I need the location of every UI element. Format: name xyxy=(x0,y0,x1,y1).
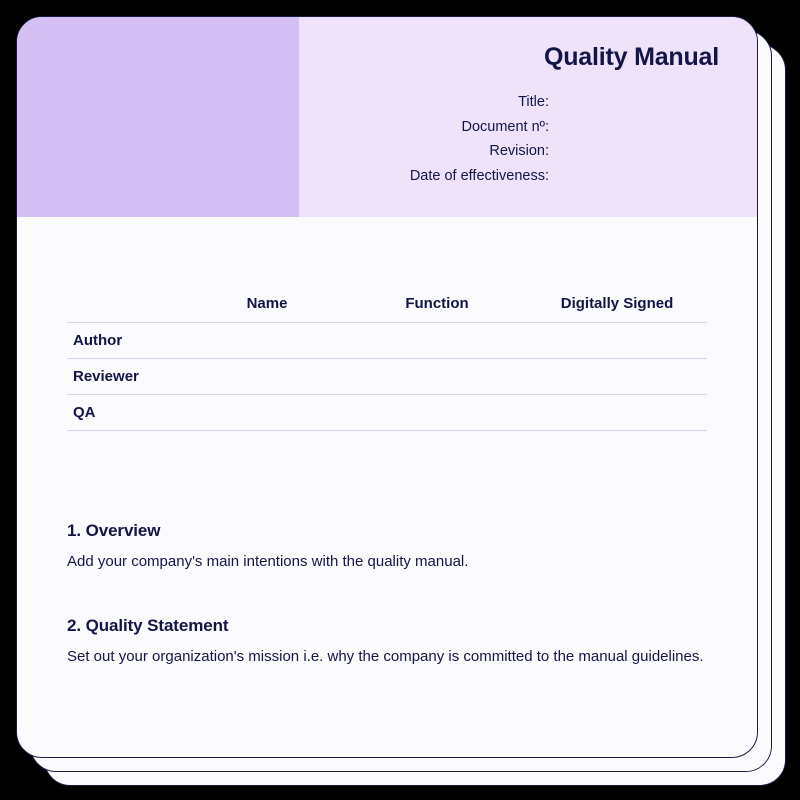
section-heading: 2. Quality Statement xyxy=(67,616,707,636)
signoff-table: Name Function Digitally Signed Author Re… xyxy=(67,287,707,431)
role-cell-reviewer: Reviewer xyxy=(67,359,187,395)
role-cell-qa: QA xyxy=(67,395,187,431)
role-cell-author: Author xyxy=(67,323,187,359)
table-header-function: Function xyxy=(347,287,527,323)
document-title: Quality Manual xyxy=(319,43,719,72)
section-quality-statement: 2. Quality Statement Set out your organi… xyxy=(67,616,707,669)
document-page: Quality Manual Title: Document nº: Revis… xyxy=(16,16,758,758)
section-overview: 1. Overview Add your company's main inte… xyxy=(67,521,707,574)
section-body: Add your company's main intentions with … xyxy=(67,551,707,574)
meta-revision-label: Revision: xyxy=(319,139,719,164)
meta-document-number-label: Document nº: xyxy=(319,115,719,140)
table-header-name: Name xyxy=(187,287,347,323)
table-header-empty xyxy=(67,287,187,323)
document-sections: 1. Overview Add your company's main inte… xyxy=(67,521,707,668)
document-meta: Title: Document nº: Revision: Date of ef… xyxy=(319,90,719,189)
document-body: Name Function Digitally Signed Author Re… xyxy=(17,217,757,740)
header-right-panel: Quality Manual Title: Document nº: Revis… xyxy=(299,17,757,217)
document-header: Quality Manual Title: Document nº: Revis… xyxy=(17,17,757,217)
table-header-signed: Digitally Signed xyxy=(527,287,707,323)
meta-title-label: Title: xyxy=(319,90,719,115)
section-heading: 1. Overview xyxy=(67,521,707,541)
table-row: Author xyxy=(67,323,707,359)
meta-effectiveness-date-label: Date of effectiveness: xyxy=(319,164,719,189)
header-left-panel xyxy=(17,17,299,217)
table-row: QA xyxy=(67,395,707,431)
table-row: Reviewer xyxy=(67,359,707,395)
section-body: Set out your organization's mission i.e.… xyxy=(67,646,707,669)
